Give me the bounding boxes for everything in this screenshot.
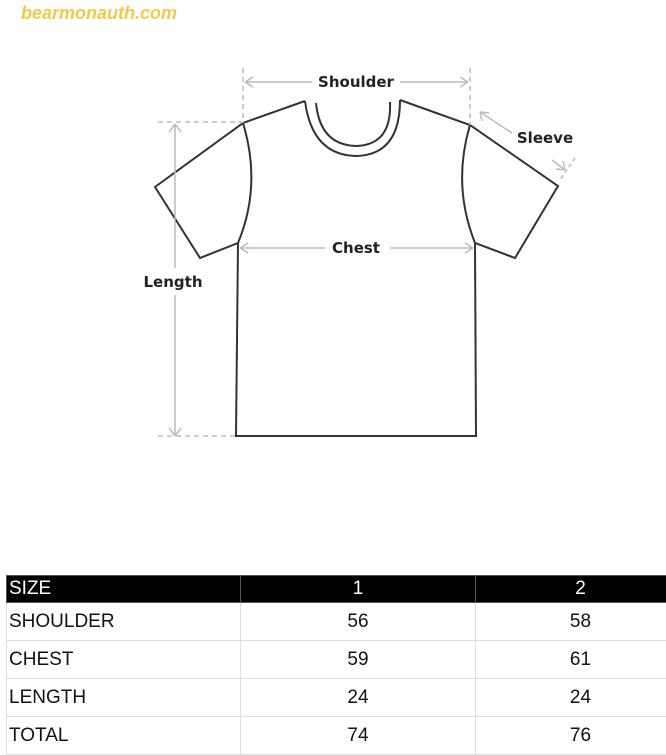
header-cell: 1 xyxy=(241,576,476,603)
row-label: CHEST xyxy=(7,641,241,679)
row-label: LENGTH xyxy=(7,679,241,717)
table-row: SHOULDER 56 58 xyxy=(7,603,666,641)
row-label: SHOULDER xyxy=(7,603,241,641)
cell: 59 xyxy=(241,641,476,679)
header-cell: SIZE xyxy=(7,576,241,603)
row-label: TOTAL xyxy=(7,717,241,755)
label-sleeve: Sleeve xyxy=(517,129,573,147)
tshirt-outline xyxy=(155,100,558,436)
tshirt-diagram: Shoulder Sleeve Chest Length xyxy=(0,0,666,520)
label-chest: Chest xyxy=(332,239,380,257)
cell: 56 xyxy=(241,603,476,641)
size-table: SIZE 1 2 SHOULDER 56 58 CHEST 59 61 LENG… xyxy=(6,575,666,755)
table-row: CHEST 59 61 xyxy=(7,641,666,679)
label-shoulder: Shoulder xyxy=(318,73,395,91)
label-length: Length xyxy=(144,273,203,291)
cell: 61 xyxy=(476,641,666,679)
header-cell: 2 xyxy=(476,576,666,603)
cell: 58 xyxy=(476,603,666,641)
cell: 24 xyxy=(476,679,666,717)
cell: 74 xyxy=(241,717,476,755)
cell: 24 xyxy=(241,679,476,717)
cell: 76 xyxy=(476,717,666,755)
table-header: SIZE 1 2 xyxy=(7,576,666,603)
table-row: LENGTH 24 24 xyxy=(7,679,666,717)
table-row: TOTAL 74 76 xyxy=(7,717,666,755)
